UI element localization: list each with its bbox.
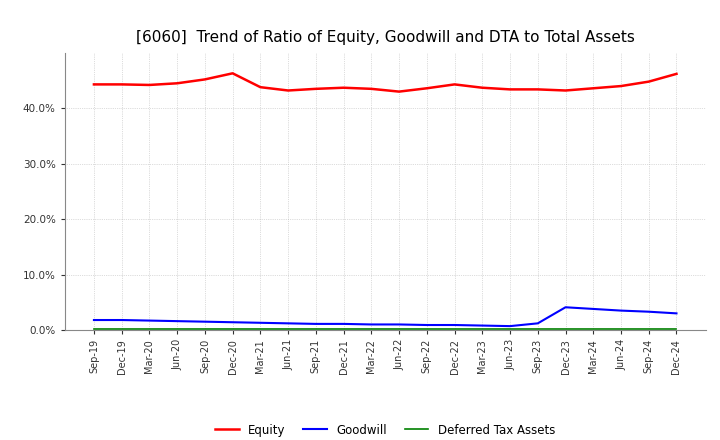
Deferred Tax Assets (312, 326, 320, 331)
Goodwill (616, 308, 625, 313)
Deferred Tax Assets (339, 326, 348, 331)
Goodwill (312, 321, 320, 326)
Deferred Tax Assets (89, 326, 98, 331)
Equity (89, 82, 98, 87)
Goodwill (89, 317, 98, 323)
Goodwill (589, 306, 598, 312)
Deferred Tax Assets (145, 326, 154, 331)
Equity (367, 86, 376, 92)
Deferred Tax Assets (284, 326, 292, 331)
Equity (284, 88, 292, 93)
Equity (395, 89, 403, 94)
Goodwill (117, 317, 126, 323)
Deferred Tax Assets (117, 326, 126, 331)
Goodwill (201, 319, 210, 324)
Goodwill (256, 320, 265, 326)
Equity (256, 84, 265, 90)
Deferred Tax Assets (644, 326, 653, 331)
Goodwill (339, 321, 348, 326)
Equity (561, 88, 570, 93)
Equity (339, 85, 348, 90)
Deferred Tax Assets (616, 326, 625, 331)
Goodwill (561, 304, 570, 310)
Goodwill (644, 309, 653, 314)
Deferred Tax Assets (478, 326, 487, 331)
Equity (672, 71, 681, 77)
Deferred Tax Assets (201, 326, 210, 331)
Equity (616, 84, 625, 89)
Deferred Tax Assets (173, 326, 181, 331)
Equity (228, 71, 237, 76)
Equity (201, 77, 210, 82)
Equity (478, 85, 487, 90)
Goodwill (395, 322, 403, 327)
Deferred Tax Assets (505, 326, 514, 331)
Goodwill (450, 323, 459, 328)
Equity (450, 82, 459, 87)
Deferred Tax Assets (672, 326, 681, 331)
Goodwill (367, 322, 376, 327)
Title: [6060]  Trend of Ratio of Equity, Goodwill and DTA to Total Assets: [6060] Trend of Ratio of Equity, Goodwil… (136, 29, 634, 45)
Equity (145, 82, 154, 88)
Goodwill (534, 321, 542, 326)
Goodwill (478, 323, 487, 328)
Line: Goodwill: Goodwill (94, 307, 677, 326)
Deferred Tax Assets (367, 326, 376, 331)
Deferred Tax Assets (589, 326, 598, 331)
Equity (534, 87, 542, 92)
Goodwill (284, 321, 292, 326)
Deferred Tax Assets (395, 326, 403, 331)
Goodwill (228, 319, 237, 325)
Equity (644, 79, 653, 84)
Deferred Tax Assets (256, 326, 265, 331)
Deferred Tax Assets (423, 326, 431, 331)
Goodwill (672, 311, 681, 316)
Goodwill (505, 323, 514, 329)
Deferred Tax Assets (228, 326, 237, 331)
Goodwill (423, 323, 431, 328)
Goodwill (145, 318, 154, 323)
Equity (589, 86, 598, 91)
Deferred Tax Assets (450, 326, 459, 331)
Deferred Tax Assets (561, 326, 570, 331)
Equity (117, 82, 126, 87)
Deferred Tax Assets (534, 326, 542, 331)
Line: Equity: Equity (94, 73, 677, 92)
Legend: Equity, Goodwill, Deferred Tax Assets: Equity, Goodwill, Deferred Tax Assets (210, 419, 560, 440)
Goodwill (173, 319, 181, 324)
Equity (505, 87, 514, 92)
Equity (423, 86, 431, 91)
Equity (312, 86, 320, 92)
Equity (173, 81, 181, 86)
